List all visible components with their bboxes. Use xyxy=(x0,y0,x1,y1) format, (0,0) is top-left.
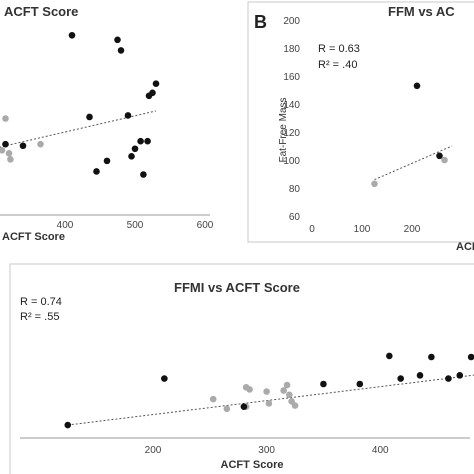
panel-c-point xyxy=(397,375,404,382)
panel-b-points xyxy=(371,82,448,188)
panel-a-point xyxy=(86,113,93,121)
panel-c-point xyxy=(283,381,291,389)
panel-a-point xyxy=(128,153,135,160)
panel-c-frame xyxy=(9,263,474,474)
panel-b-y-tick: 180 xyxy=(283,44,300,55)
panel-c-x-tick: 400 xyxy=(372,445,389,456)
panel-c-ticks: 200 300 400 xyxy=(145,445,389,456)
panel-c-r: R = 0.74 xyxy=(20,296,62,308)
panel-c-point xyxy=(356,380,364,388)
panel-c-point xyxy=(428,353,435,361)
panel-b-frame xyxy=(247,1,474,243)
panel-a-point xyxy=(131,145,139,153)
panel-c-point xyxy=(291,402,299,409)
panel-b-x-tick: 200 xyxy=(404,224,421,235)
panel-a-point xyxy=(68,31,76,39)
panel-c-point xyxy=(320,380,327,388)
panel-a-point xyxy=(114,36,121,44)
panel-a-point xyxy=(117,47,125,54)
panel-b-y-tick: 160 xyxy=(283,72,300,83)
panel-c-point xyxy=(416,372,424,379)
panel-c-point xyxy=(263,388,270,395)
panel-a-point xyxy=(7,156,14,163)
panel-b-point xyxy=(436,152,443,160)
panel-b-x-tick: 0 xyxy=(309,224,315,235)
panel-c-x-label: ACFT Score xyxy=(221,459,284,471)
panel-b-x-tick: 100 xyxy=(354,224,371,235)
panel-b-y-tick: 80 xyxy=(289,184,301,195)
panel-c: FFMI vs ACFT Score R = 0.74 R² = .55 200… xyxy=(9,263,474,474)
panel-a-x-tick: 500 xyxy=(127,220,144,231)
panel-b-y-tick: 100 xyxy=(283,156,300,167)
panel-b-trendline xyxy=(374,145,453,181)
panel-c-point xyxy=(64,421,72,429)
panel-b-ticks: 0 100 200 60 80 100 120 140 160 180 200 xyxy=(283,16,420,235)
panel-a-title: ACFT Score xyxy=(4,4,78,19)
panel-a-point xyxy=(144,137,151,145)
panel-b-point xyxy=(441,156,448,164)
panel-b-x-label: ACF xyxy=(456,241,474,253)
panel-b-trend xyxy=(374,145,453,181)
panel-a-points xyxy=(0,31,160,178)
panel-a-trendline xyxy=(0,110,157,148)
panel-a-point xyxy=(37,140,44,148)
panel-c-point xyxy=(265,400,273,407)
panel-a-point xyxy=(137,137,144,145)
panel-c-point xyxy=(209,395,217,403)
panel-b-title: FFM vs AC xyxy=(388,4,455,19)
panel-c-title: FFMI vs ACFT Score xyxy=(174,280,300,295)
panel-b-r: R = 0.63 xyxy=(318,43,360,55)
panel-a-point xyxy=(152,80,160,87)
panel-c-r2: R² = .55 xyxy=(20,311,59,323)
panel-a-point xyxy=(19,142,27,150)
panel-c-point xyxy=(386,352,393,360)
panel-a-point xyxy=(5,150,13,157)
panel-c-points xyxy=(64,352,474,429)
panel-c-point xyxy=(161,375,168,382)
panel-c-trendline xyxy=(67,374,474,426)
panel-c-x-tick: 200 xyxy=(145,445,162,456)
panel-b-y-label: Fat-Free Mass xyxy=(278,97,289,162)
panel-a-point xyxy=(140,171,147,178)
panel-b: B FFM vs AC Fat-Free Mass 0 100 200 60 80 100… xyxy=(247,1,474,253)
panel-a-x-tick: 400 xyxy=(57,220,74,231)
panel-b-point xyxy=(413,82,421,90)
panel-a-trend xyxy=(0,110,157,148)
panel-a-point xyxy=(2,115,9,122)
panel-a-point xyxy=(103,157,111,165)
panel-c-point xyxy=(240,403,248,410)
panel-a-point xyxy=(149,89,156,97)
panel-c-point xyxy=(286,391,293,399)
panel-a-point xyxy=(2,140,9,148)
panel-b-y-tick: 120 xyxy=(283,128,300,139)
panel-c-point xyxy=(223,405,231,413)
panel-a-x-label: ACFT Score xyxy=(2,231,65,243)
panel-c-point xyxy=(445,375,452,382)
panel-a-point xyxy=(93,168,100,175)
panel-c-point xyxy=(467,353,474,361)
panel-c-trend xyxy=(67,374,474,426)
panel-b-y-tick: 200 xyxy=(283,16,300,27)
panel-b-y-tick: 140 xyxy=(283,100,300,111)
panel-b-y-tick: 60 xyxy=(289,212,301,223)
panel-a-x-tick: 600 xyxy=(197,220,214,231)
panel-c-point xyxy=(242,383,250,391)
panel-a-point xyxy=(0,146,6,154)
panel-b-r2: R² = .40 xyxy=(318,59,357,71)
panel-c-point xyxy=(280,387,287,394)
panel-c-x-tick: 300 xyxy=(258,445,275,456)
panel-a-point xyxy=(124,112,132,119)
panel-b-letter: B xyxy=(254,12,267,32)
panel-a-ticks: 400 500 600 xyxy=(57,220,214,231)
panel-c-point xyxy=(456,372,464,379)
panel-b-point xyxy=(371,180,378,188)
panel-a: ACFT Score 400 500 600 ACFT Score xyxy=(0,4,214,243)
